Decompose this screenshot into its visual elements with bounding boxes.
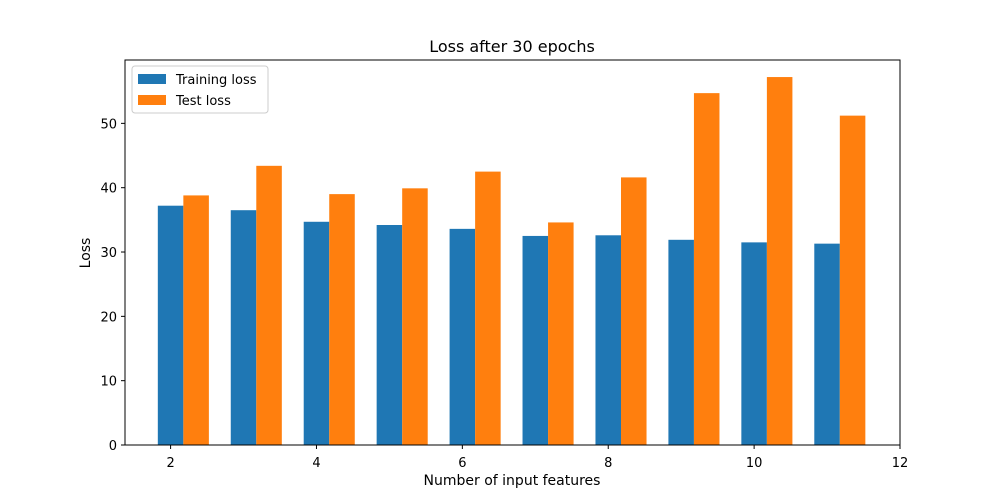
bar-test-5 — [402, 188, 428, 445]
x-tick-label-10: 10 — [746, 456, 763, 471]
y-tick-label-50: 50 — [100, 117, 117, 132]
bar-test-11 — [839, 115, 866, 445]
y-tick-label-20: 20 — [100, 310, 117, 325]
bar-test-8 — [621, 177, 647, 445]
chart-title: Loss after 30 epochs — [429, 37, 595, 56]
bar-training-10 — [741, 242, 767, 445]
x-tick-label-2: 2 — [166, 456, 174, 471]
bar-training-5 — [376, 225, 403, 445]
x-tick-label-4: 4 — [312, 456, 320, 471]
x-tick-label-6: 6 — [458, 456, 466, 471]
x-axis-label: Number of input features — [424, 473, 601, 489]
legend-swatch-training — [138, 74, 166, 84]
legend-label-training: Training loss — [175, 73, 257, 88]
bar-test-4 — [329, 194, 355, 445]
bar-training-8 — [595, 235, 621, 445]
bar-test-10 — [766, 77, 793, 446]
y-tick-label-0: 0 — [109, 439, 117, 454]
y-axis-label: Loss — [78, 238, 94, 269]
bar-training-6 — [449, 228, 476, 445]
bar-training-4 — [303, 221, 330, 445]
bar-test-7 — [548, 222, 574, 445]
y-tick-label-30: 30 — [100, 246, 117, 261]
x-tick-label-12: 12 — [892, 456, 909, 471]
x-tick-label-8: 8 — [604, 456, 612, 471]
y-tick-label-10: 10 — [100, 375, 117, 390]
bar-training-11 — [814, 243, 840, 445]
bar-training-2 — [157, 205, 184, 445]
y-tick-label-40: 40 — [100, 182, 117, 197]
bars-layer — [157, 77, 866, 446]
axes-layer: 2 4 6 8 10 12 0 10 20 30 40 50 — [100, 59, 909, 471]
bar-test-2 — [183, 195, 209, 445]
legend-label-test: Test loss — [175, 94, 231, 109]
legend: Training loss Test loss — [131, 65, 269, 114]
bar-test-9 — [693, 93, 720, 445]
bar-training-7 — [522, 235, 549, 445]
bar-training-9 — [668, 239, 694, 445]
legend-swatch-test — [138, 95, 166, 105]
bar-training-3 — [230, 210, 257, 445]
bar-test-3 — [256, 165, 282, 445]
bar-test-6 — [475, 171, 501, 446]
